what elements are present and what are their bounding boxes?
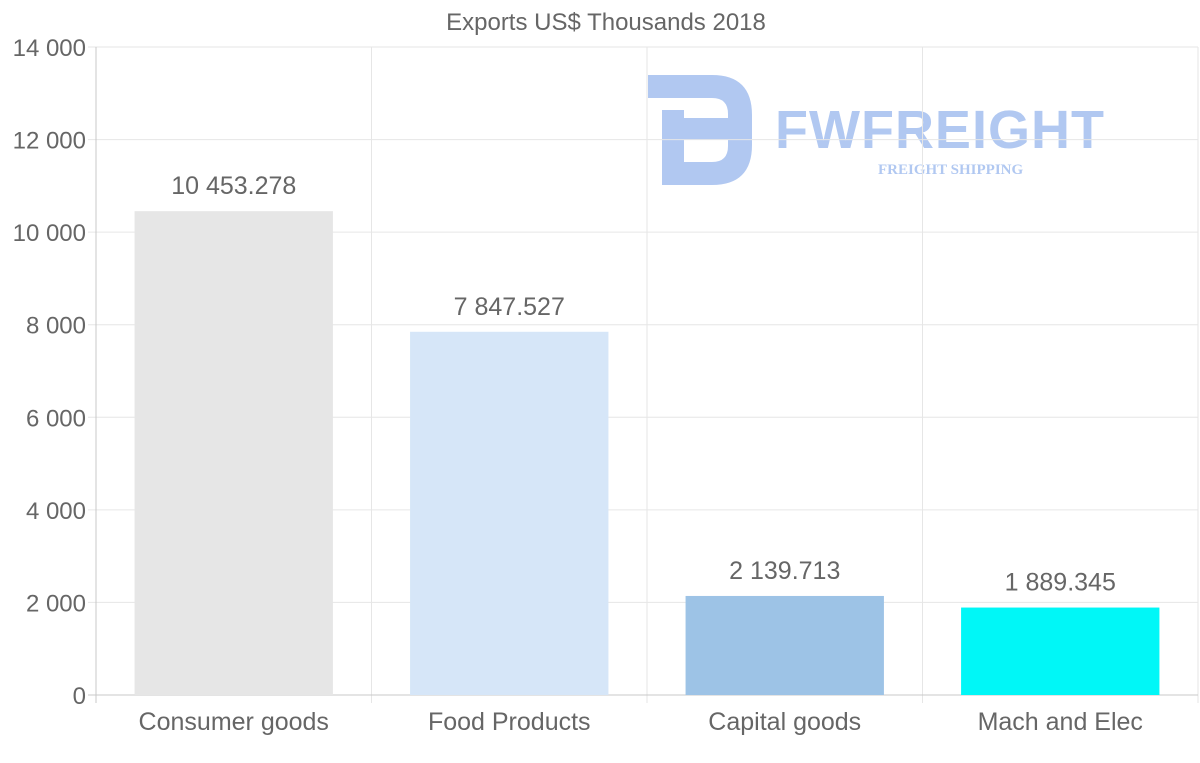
bar-capital-goods [685,595,884,695]
data-labels: 10 453.278 7 847.527 2 139.713 1 889.345 [171,172,1116,596]
x-tick-label: Mach and Elec [978,708,1143,736]
watermark-tagline: FREIGHT SHIPPING [878,162,1023,178]
y-tick-label: 10 000 [13,220,86,247]
y-axis-ticks: 0 2 000 4 000 6 000 8 000 10 000 12 000 14 000 [13,35,86,710]
data-label: 10 453.278 [171,172,296,200]
data-label: 1 889.345 [1005,569,1116,597]
chart-title: Exports US$ Thousands 2018 [446,9,766,36]
y-tick-label: 4 000 [26,498,86,525]
x-axis-labels: Consumer goods Food Products Capital goods… [139,708,1143,736]
y-tick-label: 12 000 [13,128,86,155]
bar-consumer-goods [134,211,333,695]
bar-food-products [410,331,609,695]
gridlines [88,46,1199,703]
y-tick-label: 2 000 [26,590,86,617]
bars [134,211,1160,695]
x-tick-label: Food Products [428,708,591,736]
x-tick-label: Capital goods [708,708,861,736]
y-tick-label: 0 [73,683,86,710]
data-label: 7 847.527 [454,293,565,321]
y-tick-label: 6 000 [26,405,86,432]
data-label: 2 139.713 [729,557,840,585]
fwfreight-logo-icon [648,75,752,185]
fwfreight-watermark: FWFREIGHT FREIGHT SHIPPING [648,75,1105,185]
x-tick-label: Consumer goods [139,708,329,736]
watermark-brand: FWFREIGHT [775,100,1105,160]
y-tick-label: 14 000 [13,35,86,62]
bar-mach-and-elec [961,607,1160,695]
y-tick-label: 8 000 [26,313,86,340]
